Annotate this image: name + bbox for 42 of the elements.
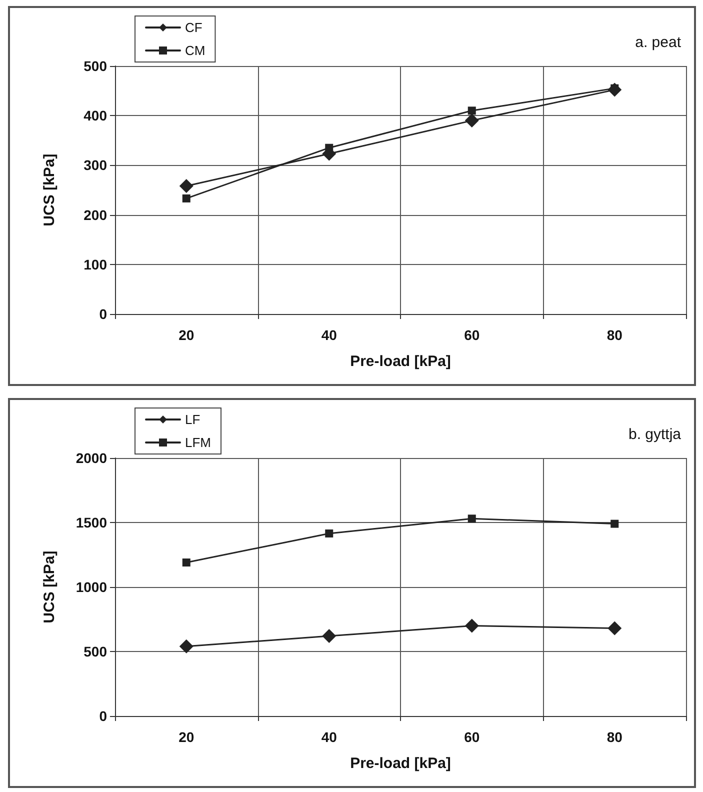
x-axis-title: Pre-load [kPa] — [350, 353, 451, 370]
y-tick-label: 400 — [84, 108, 108, 124]
legend-label: CF — [185, 20, 202, 35]
y-tick-label: 1000 — [76, 579, 108, 595]
x-axis-title: Pre-load [kPa] — [350, 755, 451, 772]
legend-label: LF — [185, 412, 200, 427]
x-tick-label: 60 — [464, 729, 480, 745]
y-tick-label: 300 — [84, 157, 108, 174]
legend-label: LFM — [185, 435, 211, 450]
point — [464, 618, 479, 633]
x-tick-label: 40 — [321, 729, 338, 745]
point — [325, 529, 334, 538]
point — [182, 194, 190, 202]
point — [322, 629, 336, 644]
x-tick-label: 20 — [178, 327, 194, 343]
y-axis-title: UCS [kPa] — [41, 550, 58, 624]
x-tick-label: 60 — [464, 327, 480, 343]
x-tick-label: 40 — [321, 327, 338, 343]
y-tick-label: 0 — [99, 708, 108, 724]
legend-label: CM — [185, 43, 206, 58]
point — [468, 514, 476, 523]
x-tick-label: 20 — [178, 729, 194, 745]
point — [610, 520, 619, 528]
point — [608, 621, 622, 636]
point — [468, 106, 476, 115]
x-tick-label: 80 — [606, 327, 623, 343]
y-tick-label: 0 — [99, 306, 108, 322]
point — [179, 639, 194, 654]
y-tick-label: 200 — [84, 206, 108, 223]
point — [325, 144, 334, 152]
chart-title: a. peat — [635, 34, 682, 51]
y-axis-title: UCS [kPa] — [41, 154, 58, 226]
y-tick-label: 1500 — [76, 514, 108, 530]
y-tick-label: 100 — [84, 256, 108, 272]
y-tick-label: 2000 — [76, 450, 108, 466]
point — [179, 179, 194, 194]
chart-title: b. gyttja — [628, 426, 682, 443]
y-tick-label: 500 — [84, 58, 108, 74]
point — [464, 114, 479, 128]
x-tick-label: 80 — [606, 729, 623, 745]
y-tick-label: 500 — [84, 644, 108, 660]
point — [182, 558, 190, 566]
